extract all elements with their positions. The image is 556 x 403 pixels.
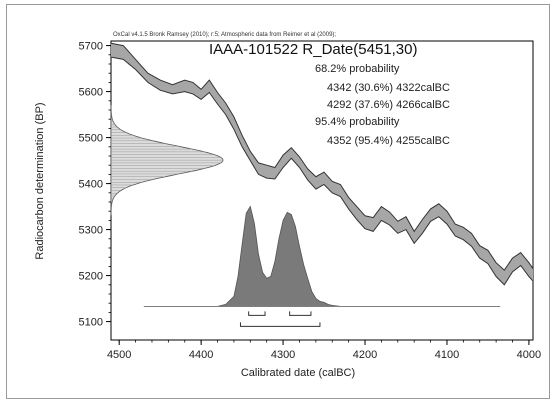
x-tick-label: 4500: [107, 349, 131, 361]
calibrated-distribution-group: [143, 205, 501, 307]
x-tick-label: 4300: [271, 349, 295, 361]
x-tick-label: 4000: [517, 349, 541, 361]
annotation-line-4: 95.4% probability: [315, 116, 400, 128]
y-tick-label: 5200: [79, 271, 103, 283]
y-axis-label: Radiocarbon determination (BP): [34, 102, 46, 259]
y-tick-label: 5700: [79, 41, 103, 53]
y-tick-label: 5500: [79, 133, 103, 145]
y-tick-label: 5100: [79, 317, 103, 329]
probability-ranges-group: [239, 311, 321, 327]
annotations-group: 68.2% probability 4342 (30.6%) 4322calBC…: [315, 63, 450, 147]
calibration-curve-lower: [110, 56, 534, 286]
y-tick-label: 5400: [79, 179, 103, 191]
chart-title: IAAA-101522 R_Date(5451,30): [209, 41, 417, 58]
annotation-line-3: 4292 (37.6%) 4266calBC: [327, 99, 450, 111]
axes-group: 4500 4400 4300 4200 4100 4000 5700 5600 5500 5400…: [79, 41, 542, 361]
calibration-curve-group: [110, 42, 534, 286]
y-tick-label: 5300: [79, 225, 103, 237]
radiocarbon-date-distribution-group: [110, 104, 224, 216]
range-68-bracket: [289, 311, 312, 316]
calibration-curve-band: [111, 43, 533, 285]
chart-credit: OxCal v4.1.5 Bronk Ramsey (2010); r:5; A…: [113, 32, 336, 38]
x-axis-label: Calibrated date (calBC): [241, 367, 355, 379]
chart-frame: 4500 4400 4300 4200 4100 4000 5700 5600 5500 5400…: [6, 4, 550, 399]
range-68-bracket: [248, 311, 266, 316]
calibration-chart: 4500 4400 4300 4200 4100 4000 5700 5600 5500 5400…: [34, 32, 542, 379]
range-95-bracket: [239, 322, 321, 327]
x-tick-label: 4100: [435, 349, 459, 361]
annotation-line-2: 4342 (30.6%) 4322calBC: [327, 82, 450, 94]
x-tick-label: 4400: [189, 349, 213, 361]
x-tick-label: 4200: [353, 349, 377, 361]
annotation-line-1: 68.2% probability: [315, 63, 400, 75]
calibration-curve-upper: [110, 42, 534, 271]
annotation-line-5: 4352 (95.4%) 4255calBC: [327, 135, 450, 147]
y-tick-label: 5600: [79, 87, 103, 99]
calibrated-distribution: [143, 205, 501, 307]
